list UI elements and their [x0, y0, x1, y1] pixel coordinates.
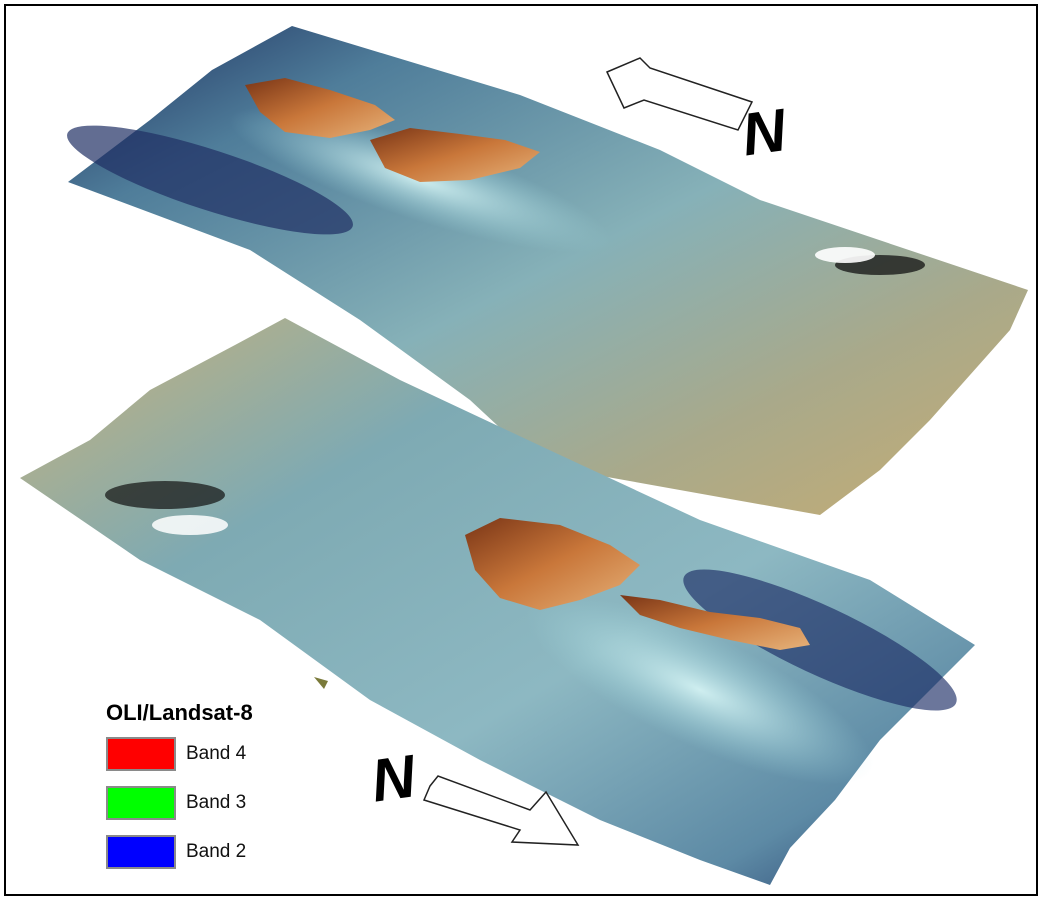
upper-deep-channel [67, 125, 353, 235]
upper-north-label: N [738, 96, 792, 169]
legend-label-band-3: Band 3 [186, 792, 247, 813]
lower-north-arrow: N [367, 742, 580, 846]
lower-arrow-icon [422, 775, 580, 846]
legend-title: OLI/Landsat-8 [106, 700, 253, 725]
map-marker-icon [314, 677, 328, 689]
lower-shallow-shelf [526, 595, 874, 785]
lower-surface [20, 318, 975, 885]
legend-item: Band 3 [100, 785, 360, 821]
lower-island-2 [620, 595, 810, 650]
upper-island-1 [245, 78, 395, 138]
lower-north-label: N [367, 742, 421, 815]
lower-island-1 [465, 518, 640, 610]
upper-island-2 [370, 128, 540, 182]
legend: OLI/Landsat-8 Band 4 Band 3 Band 2 [100, 700, 360, 883]
legend-label-band-2: Band 2 [186, 841, 247, 862]
band-4-swatch [106, 737, 176, 771]
legend-item: Band 4 [100, 736, 360, 772]
legend-label-band-4: Band 4 [186, 743, 247, 764]
upper-surface [67, 26, 1028, 515]
lower-white-reef [152, 515, 228, 535]
band-2-swatch [106, 835, 176, 869]
band-3-swatch [106, 786, 176, 820]
lower-dark-reef [105, 481, 225, 509]
upper-white-reef [815, 247, 875, 263]
legend-item: Band 2 [100, 834, 360, 870]
lower-deep-channel [683, 569, 957, 711]
upper-arrow-icon [605, 57, 754, 131]
